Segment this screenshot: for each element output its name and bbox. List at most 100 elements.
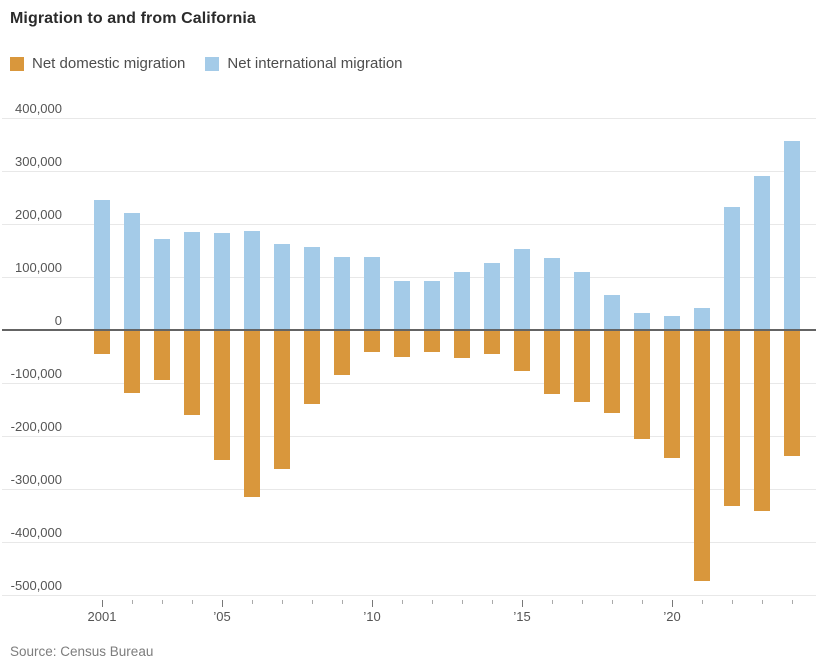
zero-axis-line — [2, 329, 816, 331]
x-axis-tick — [462, 600, 463, 604]
domestic-bar — [724, 330, 740, 506]
x-axis-tick — [612, 600, 613, 604]
x-axis-tick — [432, 600, 433, 604]
y-axis-label: -200,000 — [10, 419, 62, 434]
domestic-bar — [154, 330, 170, 380]
international-bar — [574, 272, 590, 330]
domestic-bar — [214, 330, 230, 460]
y-axis-label: -400,000 — [10, 525, 62, 540]
domestic-bar — [394, 330, 410, 357]
domestic-swatch-icon — [10, 56, 24, 71]
x-axis-label: ’20 — [663, 609, 681, 624]
x-axis-tick — [252, 600, 253, 604]
domestic-bar — [664, 330, 680, 458]
y-axis-label: 100,000 — [15, 260, 62, 275]
domestic-bar — [184, 330, 200, 415]
international-bar — [184, 232, 200, 330]
x-axis-tick — [402, 600, 403, 604]
international-bar — [544, 258, 560, 330]
domestic-bar — [364, 330, 380, 352]
y-axis-label: -100,000 — [10, 366, 62, 381]
domestic-bar — [454, 330, 470, 358]
x-axis-tick — [312, 600, 313, 604]
legend-label-domestic: Net domestic migration — [32, 55, 186, 72]
x-axis-tick — [162, 600, 163, 604]
domestic-bar — [694, 330, 710, 581]
international-bar — [274, 244, 290, 330]
international-swatch-icon — [205, 56, 220, 71]
international-bar — [94, 200, 110, 330]
x-axis-tick — [672, 600, 673, 607]
x-axis-tick — [492, 600, 493, 604]
international-bar — [424, 281, 440, 330]
y-axis-label: 200,000 — [15, 207, 62, 222]
x-axis-label: ’05 — [213, 609, 231, 624]
domestic-bar — [244, 330, 260, 497]
international-bar — [634, 313, 650, 330]
x-axis-tick — [102, 600, 103, 607]
x-axis-tick — [372, 600, 373, 607]
page-title: Migration to and from California — [10, 10, 256, 27]
legend-item-domestic: Net domestic migration — [10, 55, 185, 72]
x-axis-label: 2001 — [87, 609, 117, 624]
x-axis-tick — [732, 600, 733, 604]
international-bar — [754, 176, 770, 330]
international-bar — [724, 207, 740, 330]
x-axis-tick — [792, 600, 793, 604]
x-axis-tick — [222, 600, 223, 607]
gridline — [2, 436, 816, 437]
international-bar — [604, 295, 620, 330]
international-bar — [334, 257, 350, 330]
international-bar — [364, 257, 380, 330]
source-note: Source: Census Bureau — [10, 644, 154, 659]
domestic-bar — [634, 330, 650, 439]
international-bar — [694, 308, 710, 330]
international-bar — [514, 249, 530, 330]
gridline — [2, 383, 816, 384]
gridline — [2, 277, 816, 278]
domestic-bar — [754, 330, 770, 511]
gridline — [2, 224, 816, 225]
domestic-bar — [604, 330, 620, 413]
gridline — [2, 542, 816, 543]
domestic-bar — [574, 330, 590, 402]
y-axis-label: -500,000 — [10, 578, 62, 593]
gridline — [2, 171, 816, 172]
legend-label-international: Net international migration — [227, 55, 403, 72]
international-bar — [244, 231, 260, 330]
x-axis-tick — [132, 600, 133, 604]
x-axis-tick — [702, 600, 703, 604]
x-axis-tick — [552, 600, 553, 604]
x-axis-label: ’10 — [363, 609, 381, 624]
international-bar — [454, 272, 470, 330]
domestic-bar — [514, 330, 530, 371]
international-bar — [154, 239, 170, 330]
y-axis-label: 400,000 — [15, 101, 62, 116]
x-axis-tick — [762, 600, 763, 604]
international-bar — [124, 213, 140, 330]
domestic-bar — [784, 330, 800, 456]
international-bar — [214, 233, 230, 330]
domestic-bar — [334, 330, 350, 375]
gridline — [2, 118, 816, 119]
domestic-bar — [304, 330, 320, 404]
domestic-bar — [544, 330, 560, 394]
domestic-bar — [424, 330, 440, 352]
y-axis-label: -300,000 — [10, 472, 62, 487]
international-bar — [484, 263, 500, 330]
x-axis-tick — [342, 600, 343, 604]
domestic-bar — [274, 330, 290, 469]
x-axis-tick — [282, 600, 283, 604]
international-bar — [304, 247, 320, 330]
gridline — [2, 489, 816, 490]
legend-item-international: Net international migration — [205, 55, 403, 72]
y-axis-label: 0 — [54, 313, 62, 328]
x-axis-label: ’15 — [513, 609, 531, 624]
y-axis-label: 300,000 — [15, 154, 62, 169]
x-axis-tick — [192, 600, 193, 604]
domestic-bar — [124, 330, 140, 393]
domestic-bar — [94, 330, 110, 354]
domestic-bar — [484, 330, 500, 354]
